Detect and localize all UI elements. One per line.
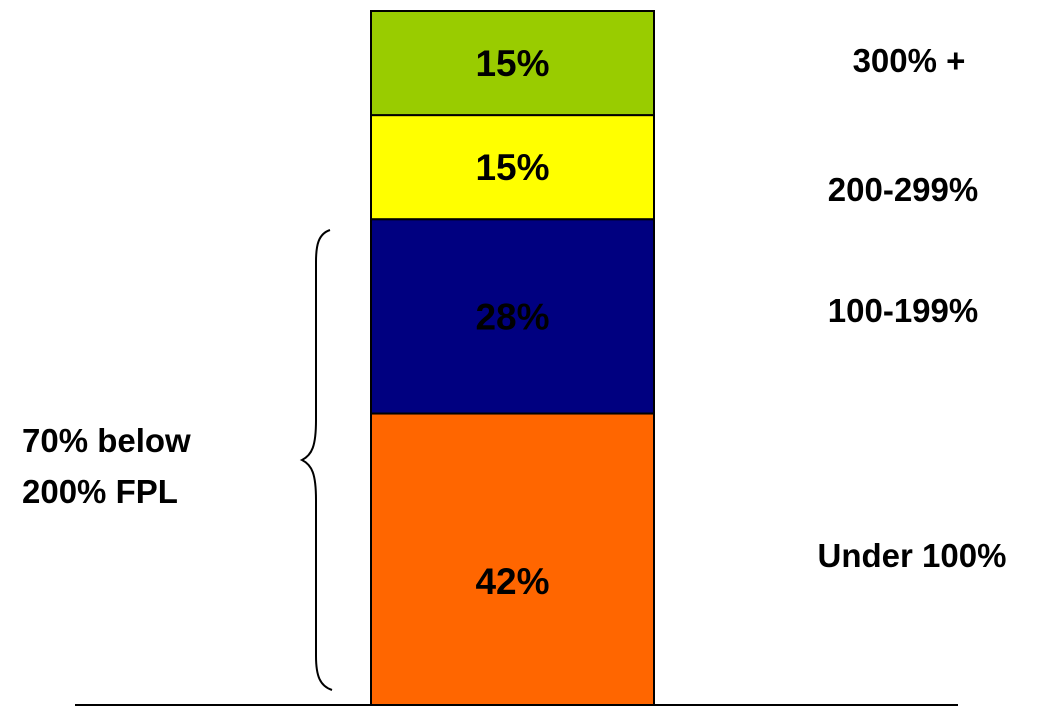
bar-segment-300 (370, 10, 655, 117)
segment-labels: 42% 28% 15% 15% (475, 43, 549, 602)
curly-brace (299, 229, 333, 691)
bar-segment-under-100 (370, 412, 655, 706)
category-label-300: 300% + (853, 42, 966, 79)
segment-value-label-under-100: 42% (475, 561, 549, 602)
brace-label-line1: 70% below (22, 422, 191, 459)
bar-segments (370, 10, 655, 706)
segment-value-label-200-299: 15% (475, 147, 549, 188)
category-label-100-199: 100-199% (828, 292, 978, 329)
segment-value-label-100-199: 28% (475, 296, 549, 337)
segment-value-label-300: 15% (475, 43, 549, 84)
category-labels: Under 100% 100-199% 200-299% 300% + (818, 42, 1007, 574)
category-label-200-299: 200-299% (828, 171, 978, 208)
brace-label-line2: 200% FPL (22, 473, 178, 510)
category-label-under-100: Under 100% (818, 537, 1007, 574)
bar-segment-100-199 (370, 218, 655, 415)
